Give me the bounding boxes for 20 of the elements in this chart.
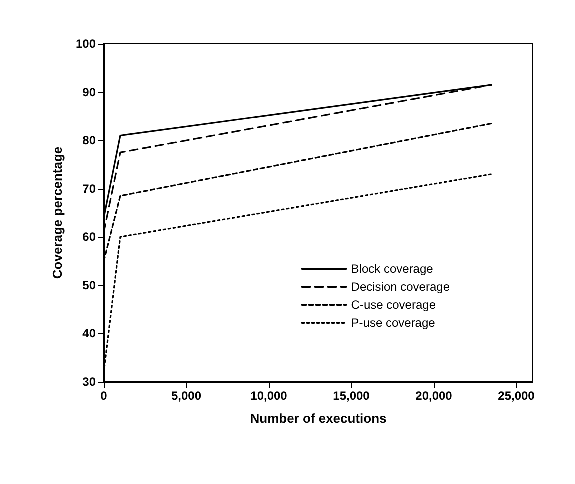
x-tick-label: 0 <box>100 389 108 403</box>
y-tick-label: 60 <box>82 230 96 244</box>
y-tick-label: 40 <box>82 326 96 341</box>
legend-label: Decision coverage <box>351 280 450 294</box>
legend-label: Block coverage <box>351 262 434 276</box>
x-tick-label: 10,000 <box>250 389 288 403</box>
y-tick-label: 30 <box>82 375 96 389</box>
x-tick-label: 25,000 <box>498 389 536 403</box>
legend-label: C-use coverage <box>351 298 436 312</box>
y-tick-label: 100 <box>76 37 96 51</box>
x-tick-label: 15,000 <box>333 389 370 403</box>
x-axis-title: Number of executions <box>250 411 387 426</box>
y-axis-title: Coverage percentage <box>50 146 65 280</box>
y-tick-label: 50 <box>82 278 96 292</box>
y-tick-label: 90 <box>82 85 96 100</box>
y-tick-label: 70 <box>82 182 96 196</box>
y-tick-label: 80 <box>82 134 96 148</box>
x-tick-label: 20,000 <box>416 389 453 403</box>
legend-label: P-use coverage <box>351 316 436 330</box>
x-tick-label: 5,000 <box>171 389 202 403</box>
